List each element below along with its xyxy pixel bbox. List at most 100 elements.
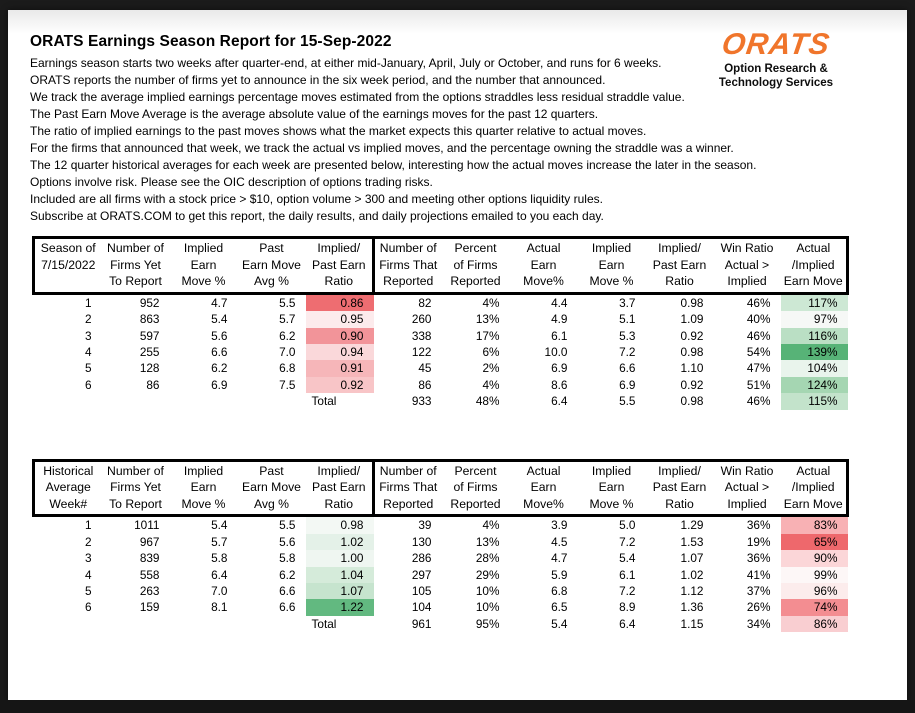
column-header: Number of Firms Yet To Report <box>101 458 170 518</box>
table-cell: 6.9 <box>211 377 228 392</box>
table-cell: 5.5 <box>279 295 296 310</box>
table-cell: 8.6 <box>551 377 568 392</box>
table-cell: 6.2 <box>279 567 296 582</box>
table-cell: 6.6 <box>619 361 636 376</box>
table-cell: 7.5 <box>279 377 296 392</box>
table-cell: 1.00 <box>305 550 374 567</box>
column-header: Win Ratio Actual > Implied <box>713 236 781 295</box>
table-cell <box>102 616 170 632</box>
current-season-table-wrap: Season of 7/15/2022 Number of Firms Yet To R… <box>30 236 907 410</box>
header-row: Season of 7/15/2022 Number of Firms Yet To R… <box>32 236 849 295</box>
table-cell: 36% <box>746 551 771 566</box>
report-content: ORATS Earnings Season Report for 15-Sep-… <box>8 10 907 633</box>
table-row: 3 839 5.8 5.8 1.00 286 28% 4.7 5.4 1.07 36% 90% <box>34 550 848 567</box>
column-header: Implied Earn Move % <box>169 236 238 295</box>
table-cell: 19% <box>746 534 771 549</box>
column-header: Implied/Past Earn Ratio <box>645 236 714 295</box>
table-cell: 6.6 <box>279 584 296 599</box>
table-cell: 8.9 <box>619 600 636 615</box>
table-cell: 1 <box>84 295 92 310</box>
table-cell: 4.7 <box>211 295 228 310</box>
table-cell: 46% <box>746 394 771 409</box>
table-cell: 3.9 <box>551 518 568 533</box>
desktop-background <box>0 700 915 713</box>
column-header: Past Earn Move Avg % <box>237 236 306 295</box>
table-cell: 5.5 <box>619 394 636 409</box>
table-cell: 5.4 <box>619 551 636 566</box>
table-cell: 46% <box>746 328 771 343</box>
table-cell <box>170 393 238 409</box>
column-header: Percent of Firms Reported <box>441 458 510 518</box>
table-cell: 6.8 <box>551 584 568 599</box>
table-cell: 74% <box>780 599 848 616</box>
column-header: Number of Firms That Reported <box>373 458 442 518</box>
intro-line: Included are all firms with a stock pric… <box>30 192 603 206</box>
table-cell: 5.8 <box>279 551 296 566</box>
table-cell: 5.6 <box>279 534 296 549</box>
table-cell: 3.7 <box>619 295 636 310</box>
table-cell: 0.98 <box>680 394 704 409</box>
table-cell: 10.0 <box>544 345 568 359</box>
orats-wordmark: ORATS <box>719 28 833 61</box>
column-header: Implied/Past Earn Ratio <box>645 458 714 518</box>
table-cell: 0.98 <box>680 345 704 359</box>
header-row: Historical Average Week# Number of Firms Yet… <box>32 458 849 518</box>
table-cell: 1.02 <box>680 567 704 582</box>
table-cell: 7.2 <box>619 534 636 549</box>
table-cell: 7.2 <box>619 584 636 599</box>
table-cell: 4.4 <box>551 295 568 310</box>
table-cell: 5.0 <box>619 518 636 533</box>
table-cell: 1.07 <box>305 583 374 600</box>
table-cell: 13% <box>475 534 500 549</box>
table-cell: Total <box>311 616 337 631</box>
table-cell: 10% <box>475 584 500 599</box>
table-cell: 0.92 <box>305 376 374 394</box>
table-cell <box>238 616 306 632</box>
table-cell: 0.91 <box>305 360 374 377</box>
table-cell: 82 <box>418 295 432 310</box>
table-cell: 1.09 <box>680 312 704 327</box>
table-cell: 6.2 <box>279 328 296 343</box>
table-cell: 29% <box>475 567 500 582</box>
table-cell: 34% <box>746 616 771 631</box>
table-cell: 1.12 <box>680 584 704 599</box>
column-header: Number of Firms That Reported <box>373 236 442 295</box>
table-row: 6 86 6.9 7.5 0.92 86 4% 8.6 6.9 0.92 51% 124% <box>34 376 848 394</box>
column-header: Implied/Past Earn Ratio <box>305 458 375 518</box>
table-cell: 5.7 <box>279 312 296 327</box>
current-season-table-header: Season of 7/15/2022 Number of Firms Yet To R… <box>32 236 849 295</box>
orats-logo: ORATS Option Research & Technology Servi… <box>711 28 841 90</box>
table-cell: 597 <box>139 328 160 343</box>
table-cell: 4% <box>482 295 500 310</box>
table-row: 5 263 7.0 6.6 1.07 105 10% 6.8 7.2 1.12 37% 96% <box>34 583 848 600</box>
table-row: 6 159 8.1 6.6 1.22 104 10% 6.5 8.9 1.36 26% 74% <box>34 599 848 616</box>
table-cell: 0.92 <box>680 328 704 343</box>
intro-line: The Past Earn Move Average is the averag… <box>30 107 599 121</box>
table-row: 4 558 6.4 6.2 1.04 297 29% 5.9 6.1 1.02 41% 99% <box>34 566 848 584</box>
table-cell: 338 <box>411 328 432 343</box>
table-cell: 130 <box>411 534 432 549</box>
column-header: Past Earn Move Avg % <box>237 458 306 518</box>
intro-paragraph: Earnings season starts two weeks after q… <box>30 55 907 225</box>
intro-line: Options involve risk. Please see the OIC… <box>30 175 433 189</box>
table-cell: 1.10 <box>680 361 704 376</box>
column-header: Historical Average Week# <box>32 458 102 518</box>
table-cell: 2 <box>84 534 92 549</box>
table-cell: 99% <box>780 566 848 584</box>
table-cell: 128 <box>139 361 160 376</box>
table-cell: 83% <box>780 515 848 534</box>
table-cell: 1 <box>84 518 92 533</box>
table-row: 3 597 5.6 6.2 0.90 338 17% 6.1 5.3 0.92 46% 116% <box>34 327 848 344</box>
table-cell: 1.15 <box>680 616 704 631</box>
table-cell: 1.29 <box>680 518 704 533</box>
table-cell: 4.7 <box>551 551 568 566</box>
table-cell: 6 <box>84 377 92 392</box>
table-cell: 1.02 <box>305 533 374 551</box>
table-row: 2 967 5.7 5.6 1.02 130 13% 4.5 7.2 1.53 19% 65% <box>34 533 848 551</box>
table-cell: 122 <box>411 345 432 359</box>
current-season-table: Season of 7/15/2022 Number of Firms Yet To R… <box>32 236 849 410</box>
table-cell: 10% <box>475 600 500 615</box>
table-cell: 45 <box>418 361 432 376</box>
table-cell: 13% <box>475 312 500 327</box>
table-cell: 863 <box>139 312 160 327</box>
